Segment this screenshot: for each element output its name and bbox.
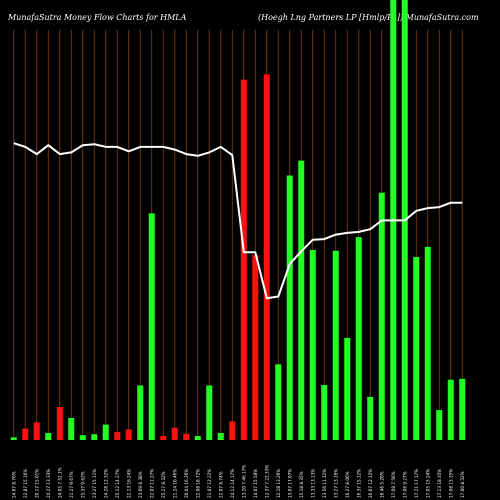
x-tick-label: 17.08 15.35% (448, 469, 453, 498)
money-flow-bar (102, 424, 109, 440)
x-tick-label: 13.56 11.12% (322, 469, 327, 498)
x-tick-label: 21.07 12.22% (207, 469, 212, 498)
x-tick-label: 20.04 16.26% (184, 469, 189, 498)
price-line-group (13, 142, 463, 300)
x-tick-label: 12.37 7.22.33% (264, 465, 269, 498)
money-flow-bar (10, 437, 17, 440)
money-flow-bar (125, 429, 132, 440)
x-tick-label: 13.20 7.46.17% (241, 465, 246, 498)
money-flow-bar (22, 428, 29, 440)
money-flow-bar (240, 79, 247, 440)
money-flow-bar (286, 175, 293, 440)
price-line (13, 142, 463, 300)
money-flow-bar (183, 433, 190, 440)
money-flow-bar (332, 250, 339, 440)
x-tick-label: 17.05 15.24% (425, 469, 430, 498)
x-tick-label: 22.07 11.27% (149, 469, 154, 498)
money-flow-bar (217, 432, 224, 440)
money-flow-bar (160, 436, 167, 440)
money-flow-bar (171, 427, 178, 440)
x-tick-label: 22.07 8.74% (218, 471, 223, 498)
x-tick-label: 17.13 18.35% (437, 469, 442, 498)
money-flow-bar (79, 435, 86, 440)
money-flow-bar (45, 432, 52, 440)
x-tick-label: 24.28 12.32% (103, 469, 108, 498)
money-flow-bar (344, 337, 351, 440)
money-flow-bar (367, 396, 374, 440)
x-tick-label: 24.67 8.76% (11, 471, 16, 498)
money-flow-bar (309, 249, 316, 440)
x-tick-label: 20.17 15.01% (34, 469, 39, 498)
x-tick-label: 13.27 13.16% (333, 469, 338, 498)
money-flow-bar (252, 255, 259, 440)
money-flow-bar (447, 379, 454, 440)
x-tick-label: 22.13 16.24% (126, 469, 131, 498)
money-flow-bar (229, 421, 236, 440)
x-tick-labels: 24.67 8.76% 22.87 15.16% 20.17 15.01% 24.27… (11, 465, 465, 498)
money-flow-bar (137, 385, 144, 440)
money-flow-bar (148, 213, 155, 440)
x-tick-label: 14.07 15.58% (253, 469, 258, 498)
money-flow-bar (56, 407, 63, 440)
x-tick-label: 12.18 13.26% (276, 469, 281, 498)
money-flow-bar (355, 237, 362, 440)
chart-title-left: MunafaSutra Money Flow Charts for HMLA (7, 13, 187, 22)
x-tick-label: 16.07 12.12% (368, 469, 373, 498)
money-flow-bar (33, 422, 40, 440)
money-flow-bar (321, 385, 328, 440)
x-tick-label: 21.27 9.67% (69, 471, 74, 498)
money-flow-bar (298, 160, 305, 440)
x-tick-label: 23.27 15.11% (92, 469, 97, 498)
money-flow-bar (275, 364, 282, 440)
money-flow-bar (424, 246, 431, 440)
money-flow-bar (436, 410, 443, 440)
x-tick-label: 22.87 15.16% (23, 469, 28, 498)
x-tick-label: 24.12 14.17% (230, 469, 235, 498)
x-tick-label: 16.37 15.12% (356, 469, 361, 498)
money-flow-bar (68, 418, 75, 440)
x-tick-label: 21.24 10.46% (172, 469, 177, 498)
x-tick-label: 25.27 8.32% (161, 471, 166, 498)
x-tick-label: 17.06 9.27% (402, 471, 407, 498)
x-tick-label: 23.09 8.38% (138, 471, 143, 498)
x-tick-label: 17.21 17.17% (414, 469, 419, 498)
x-tick-label: 24.05 7.52.1% (57, 467, 62, 498)
x-tick-label: 24.27 13.33% (46, 469, 51, 498)
x-tick-label: 13.07 17.07% (287, 469, 292, 498)
money-flow-bar (206, 385, 213, 440)
money-flow-bar (114, 432, 121, 440)
x-tick-label: 17.08 7.56% (391, 471, 396, 498)
x-tick-label: 25.37 9.62% (80, 471, 85, 498)
money-flow-bar (413, 256, 420, 440)
chart-title-right: (Hoegh Lng Partners LP [Hmlp/Pa]) Munafa… (258, 13, 479, 22)
money-flow-bar (378, 192, 385, 440)
x-tick-label: 16.27 8.06% (345, 471, 350, 498)
money-flow-bar (91, 434, 98, 440)
x-tick-label: 25.12 14.27% (115, 469, 120, 498)
x-tick-label: 17.00 8.32% (460, 471, 465, 498)
x-tick-label: 16.46 5.20% (379, 471, 384, 498)
x-tick-label: 13.33 13.13% (310, 469, 315, 498)
x-tick-label: 15.18 8.35% (299, 471, 304, 498)
money-flow-bar (263, 74, 270, 441)
money-flow-bar (459, 378, 466, 440)
money-flow-bar (194, 436, 201, 440)
x-tick-label: 22.08 18.72% (195, 469, 200, 498)
